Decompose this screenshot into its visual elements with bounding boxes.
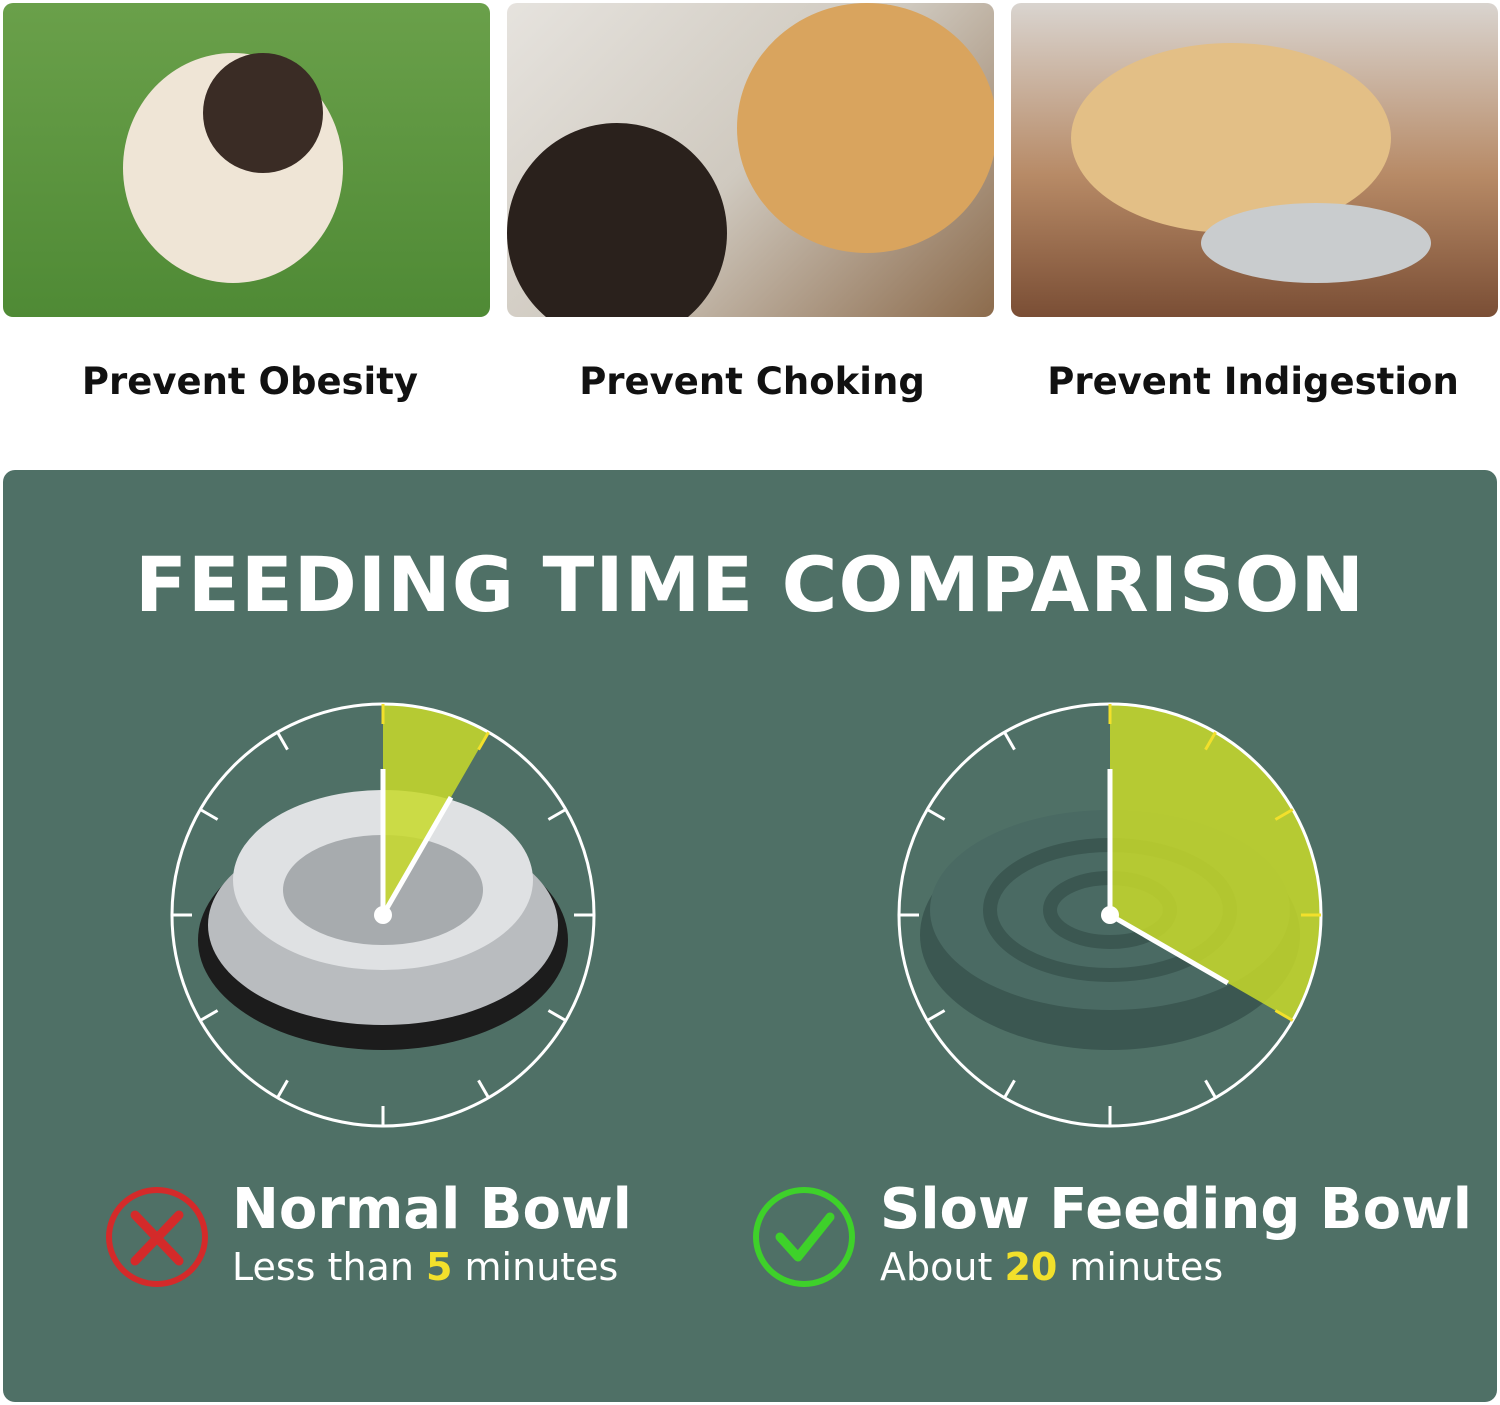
slow-bowl-label: Slow Feeding Bowl About 20 minutes [880,1178,1472,1292]
timer-center [1101,906,1119,924]
timer-tick [1204,731,1217,751]
timer-tick [926,1009,946,1022]
normal-bowl-time: Less than 5 minutes [232,1245,619,1289]
slow-bowl-timer [897,702,1323,1128]
check-circle-icon [753,1187,855,1287]
timer-tick [477,731,490,751]
timer-tick [1003,1079,1016,1099]
slow-bowl-time: About 20 minutes [880,1245,1224,1289]
timer-tick [276,1079,289,1099]
dog-indigestion-photo [1011,3,1498,317]
timer-tick [547,808,567,821]
timer-tick [1204,1079,1217,1099]
normal-bowl-timer [170,702,596,1128]
caption-obesity: Prevent Obesity [81,360,419,403]
timer-center [374,906,392,924]
normal-bowl-label: Normal Bowl Less than 5 minutes [232,1178,632,1292]
timer-hand-end [1108,912,1230,986]
timer-tick [1274,1009,1294,1022]
caption-choking: Prevent Choking [579,360,925,403]
x-circle-icon [106,1187,208,1287]
timer-tick [199,1009,219,1022]
timer-tick [477,1079,490,1099]
dog-choking-photo [507,3,994,317]
caption-indigestion: Prevent Indigestion [1047,360,1459,403]
timer-tick [199,808,219,821]
pug-photo [3,3,490,317]
timer-tick [926,808,946,821]
timer-tick [547,1009,567,1022]
timer-tick [1274,808,1294,821]
slow-bowl-name: Slow Feeding Bowl [880,1177,1472,1242]
timer-tick [1003,731,1016,751]
timer-hand-end [380,795,454,917]
elapsed-wedge [383,704,489,915]
comparison-title: FEEDING TIME COMPARISON [135,540,1365,629]
elapsed-wedge [1110,704,1321,1021]
timer-tick [276,731,289,751]
normal-bowl-name: Normal Bowl [232,1177,632,1242]
